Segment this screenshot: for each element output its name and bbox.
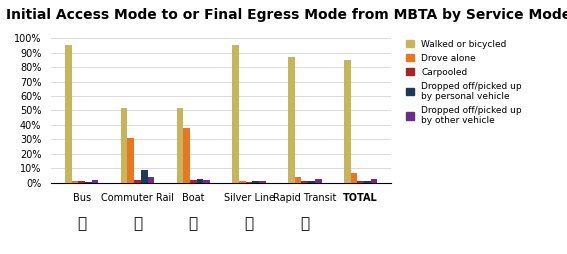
Bar — [78, 181, 85, 183]
Bar — [134, 180, 141, 183]
Bar — [302, 181, 308, 183]
Bar — [183, 128, 190, 183]
Bar — [147, 177, 154, 183]
Bar — [344, 60, 350, 183]
Bar — [252, 181, 259, 183]
Text: 🚃: 🚃 — [300, 216, 310, 231]
Bar — [371, 179, 377, 183]
Bar — [85, 182, 92, 183]
Bar — [197, 179, 204, 183]
Bar — [364, 181, 371, 183]
Text: 🚌: 🚌 — [77, 216, 86, 231]
Bar — [190, 180, 197, 183]
Bar — [288, 57, 295, 183]
Bar — [141, 170, 147, 183]
Bar — [232, 45, 239, 183]
Bar — [357, 181, 364, 183]
Text: 🚂: 🚂 — [133, 216, 142, 231]
Text: ⛴: ⛴ — [189, 216, 198, 231]
Bar — [128, 138, 134, 183]
Text: Initial Access Mode to or Final Egress Mode from MBTA by Service Mode: Initial Access Mode to or Final Egress M… — [6, 8, 567, 22]
Legend: Walked or bicycled, Drove alone, Carpooled, Dropped off/picked up
by personal ve: Walked or bicycled, Drove alone, Carpool… — [406, 40, 522, 125]
Bar — [121, 108, 128, 183]
Text: 🚎: 🚎 — [244, 216, 253, 231]
Bar — [259, 181, 266, 183]
Bar — [350, 173, 357, 183]
Bar — [176, 108, 183, 183]
Bar — [65, 45, 71, 183]
Bar — [239, 181, 246, 183]
Bar — [204, 180, 210, 183]
Bar — [308, 181, 315, 183]
Bar — [315, 179, 321, 183]
Bar — [71, 181, 78, 183]
Bar — [295, 177, 302, 183]
Bar — [246, 182, 252, 183]
Bar — [92, 180, 99, 183]
